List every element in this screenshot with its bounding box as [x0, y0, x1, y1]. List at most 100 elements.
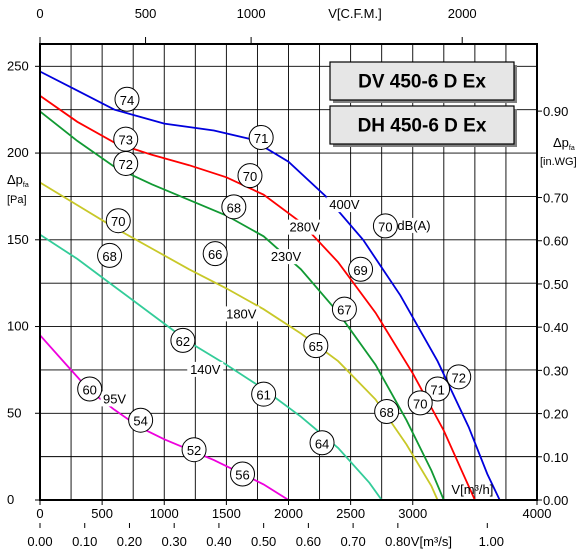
- db-marker-value: 56: [235, 467, 249, 482]
- db-marker-circle: [251, 381, 277, 407]
- db-marker-value: 70: [378, 219, 392, 234]
- db-marker-value: 67: [337, 303, 351, 318]
- db-marker-value: 70: [243, 169, 257, 184]
- tick-label-right: 0.40: [543, 320, 568, 335]
- tick-label-bottom2: 0.00: [27, 534, 52, 549]
- db-marker-value: 65: [309, 339, 323, 354]
- tick-label-bottom: 4000: [523, 506, 552, 521]
- y-axis-label-left: Δpfa: [7, 172, 29, 189]
- tick-label-top: 0: [36, 6, 43, 21]
- curve-label-bg: [326, 197, 363, 213]
- db-marker-circle: [170, 327, 196, 353]
- db-marker-value: 71: [254, 131, 268, 146]
- curve-label-bg: [286, 219, 323, 235]
- tick-label-right: 0.30: [543, 363, 568, 378]
- title-box: [329, 105, 515, 145]
- tick-label-right: 0.90: [543, 104, 568, 119]
- tick-label-left: 100: [7, 319, 29, 334]
- db-marker-circle: [128, 407, 154, 433]
- db-marker-value: 70: [111, 214, 125, 229]
- tick-label-left: 50: [7, 405, 21, 420]
- db-marker-circle: [374, 399, 400, 425]
- tick-label-right: 0.50: [543, 277, 568, 292]
- axis-ticks: [35, 37, 542, 528]
- curve-labels: 400V 280V 230V 180V 140V 95V dB(A): [100, 197, 436, 407]
- db-marker-value: 52: [187, 443, 201, 458]
- db-marker-circle: [113, 150, 139, 176]
- model-title: DH 450-6 D Ex: [358, 116, 487, 137]
- db-marker-circle: [230, 461, 256, 487]
- curve-label: 280V: [289, 220, 320, 235]
- db-marker-value: 70: [413, 396, 427, 411]
- tick-label-right: 0.60: [543, 234, 568, 249]
- curve-label-bg: [391, 217, 436, 233]
- tick-label-bottom2: 0.40: [206, 534, 231, 549]
- db-marker-value: 69: [353, 263, 367, 278]
- db-marker-circle: [105, 208, 131, 234]
- db-marker-circle: [77, 376, 103, 402]
- db-marker-value: 61: [256, 388, 270, 403]
- tick-label-bottom: 1500: [212, 506, 241, 521]
- x-axis-label-bottom: V[m³/h]: [451, 482, 493, 497]
- tick-label-left: 0: [7, 492, 14, 507]
- db-marker-value: 54: [133, 414, 147, 429]
- tick-label-bottom: 2000: [274, 506, 303, 521]
- curve-400v: [39, 70, 501, 501]
- tick-label-bottom2: 0.50: [251, 534, 276, 549]
- curve-label-bg: [187, 361, 224, 377]
- curve-label: 230V: [271, 249, 302, 264]
- tick-label-bottom: 2500: [336, 506, 365, 521]
- tick-label-left: 150: [7, 232, 29, 247]
- x-axis-label-top: V[C.F.M.]: [328, 6, 381, 21]
- db-marker-value: 66: [208, 247, 222, 262]
- tick-label-bottom2: 0.80: [385, 534, 410, 549]
- tick-label-right: 0.20: [543, 407, 568, 422]
- tick-label-left: 250: [7, 58, 29, 73]
- db-marker-value: 74: [120, 93, 134, 108]
- tick-label-bottom2: 0.10: [72, 534, 97, 549]
- title-box: [329, 61, 515, 101]
- curve-label-bg: [268, 249, 305, 265]
- y-axis-label-right: Δpfa: [553, 135, 575, 152]
- db-marker-circle: [114, 86, 140, 112]
- db-marker-value: 68: [102, 249, 116, 264]
- db-marker-circle: [348, 256, 374, 282]
- db-marker-value: 68: [379, 405, 393, 420]
- db-marker-circle: [407, 390, 433, 416]
- tick-label-bottom2: 1.00: [479, 534, 504, 549]
- db-marker-value: 62: [176, 334, 190, 349]
- db-marker-value: 64: [315, 436, 329, 451]
- tick-label-right: 0.00: [543, 493, 568, 508]
- tick-label-bottom2: 0.20: [117, 534, 142, 549]
- db-marker-circle: [309, 430, 335, 456]
- tick-label-left: 200: [7, 145, 29, 160]
- db-marker-circle: [202, 241, 228, 267]
- tick-label-bottom2: 0.60: [296, 534, 321, 549]
- db-marker-value: 60: [82, 382, 96, 397]
- tick-label-bottom: 1000: [150, 506, 179, 521]
- db-marker-circle: [181, 437, 207, 463]
- tick-label-top: 2000: [448, 6, 477, 21]
- curve-label: 140V: [190, 362, 221, 377]
- model-titles: DV 450-6 D Ex DH 450-6 D Ex: [329, 61, 517, 147]
- db-marker-value: 71: [430, 382, 444, 397]
- curve-label: 180V: [226, 306, 257, 321]
- tick-label-top: 500: [135, 6, 157, 21]
- curve-label: 95V: [103, 391, 126, 406]
- tick-label-bottom2: 0.70: [340, 534, 365, 549]
- tick-label-bottom: 0: [36, 506, 43, 521]
- db-marker-value: 72: [451, 370, 465, 385]
- db-marker-circle: [425, 376, 451, 402]
- db-marker-circle: [248, 124, 274, 150]
- curve-label: 400V: [329, 197, 360, 212]
- db-marker-value: 73: [118, 133, 132, 148]
- curve-label: dB(A): [397, 218, 430, 233]
- db-marker-circle: [221, 194, 247, 220]
- db-marker-circle: [446, 364, 472, 390]
- tick-label-bottom: 3000: [398, 506, 427, 521]
- tick-label-bottom: 500: [91, 506, 113, 521]
- model-title: DV 450-6 D Ex: [358, 72, 486, 93]
